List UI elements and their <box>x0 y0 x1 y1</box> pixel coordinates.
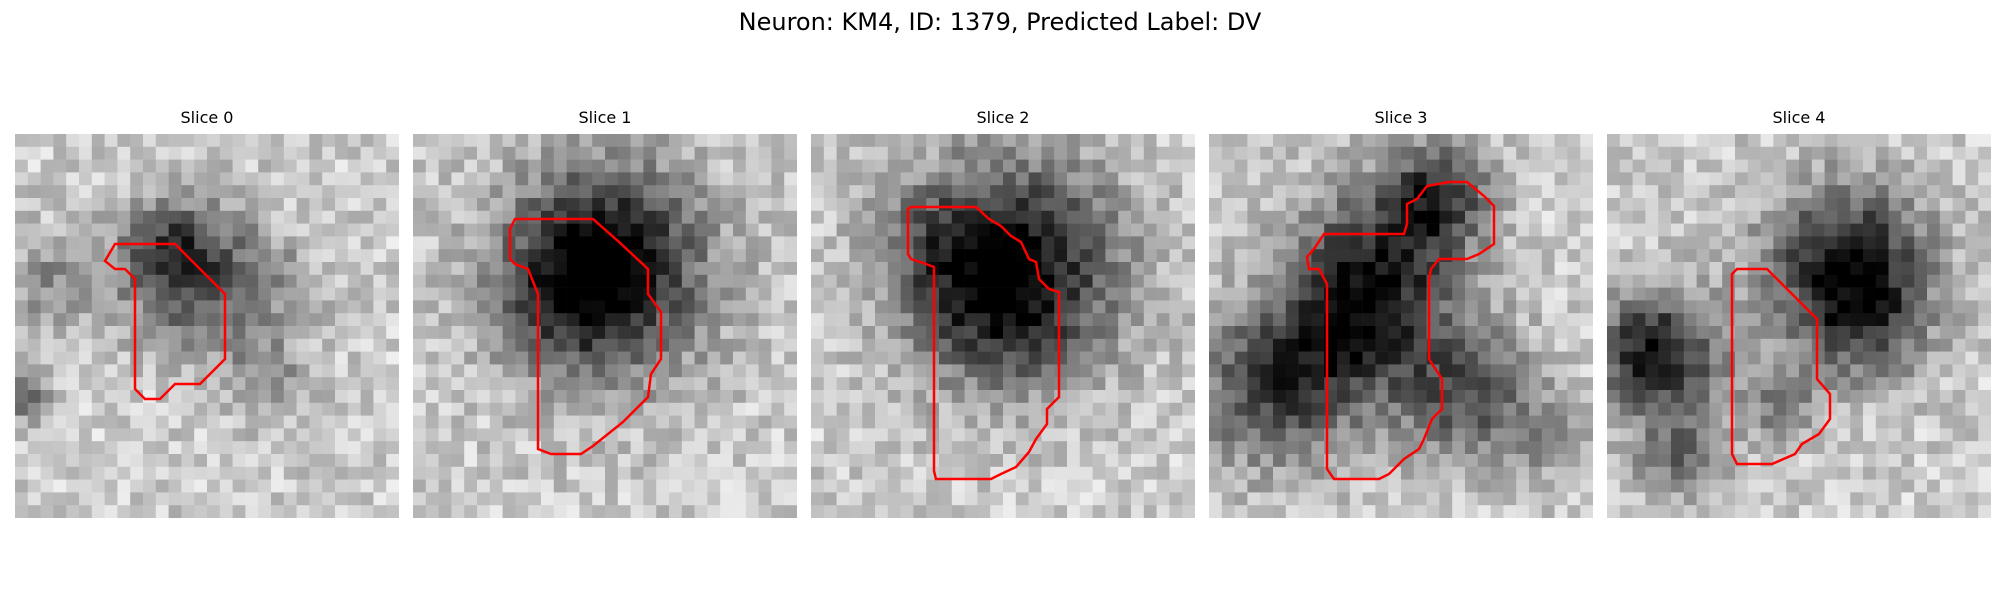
roi-contour-3 <box>1305 180 1496 481</box>
slice-title-4: Slice 4 <box>1772 108 1826 127</box>
slice-title-1: Slice 1 <box>578 108 632 127</box>
slice-panel-2: Slice 2 <box>811 108 1195 518</box>
slice-image-4 <box>1607 134 1991 518</box>
slice-image-0 <box>15 134 399 518</box>
slice-panel-1: Slice 1 <box>413 108 797 518</box>
roi-contour-2 <box>906 205 1061 481</box>
intensity-grid-1 <box>413 134 797 518</box>
slice-title-0: Slice 0 <box>180 108 234 127</box>
figure-title: Neuron: KM4, ID: 1379, Predicted Label: … <box>738 8 1262 36</box>
slice-panel-3: Slice 3 <box>1209 108 1593 518</box>
roi-contour-1 <box>508 217 663 456</box>
slice-image-3 <box>1209 134 1593 518</box>
intensity-grid-2 <box>811 134 1195 518</box>
slice-title-2: Slice 2 <box>976 108 1030 127</box>
slice-panel-4: Slice 4 <box>1607 108 1991 518</box>
slice-panel-0: Slice 0 <box>15 108 399 518</box>
slice-title-3: Slice 3 <box>1374 108 1428 127</box>
intensity-grid-3 <box>1209 134 1593 518</box>
roi-contour-4 <box>1730 267 1832 466</box>
intensity-grid-4 <box>1607 134 1991 518</box>
roi-contour-0 <box>103 242 227 401</box>
intensity-grid-0 <box>15 134 399 518</box>
slice-image-1 <box>413 134 797 518</box>
slice-image-2 <box>811 134 1195 518</box>
